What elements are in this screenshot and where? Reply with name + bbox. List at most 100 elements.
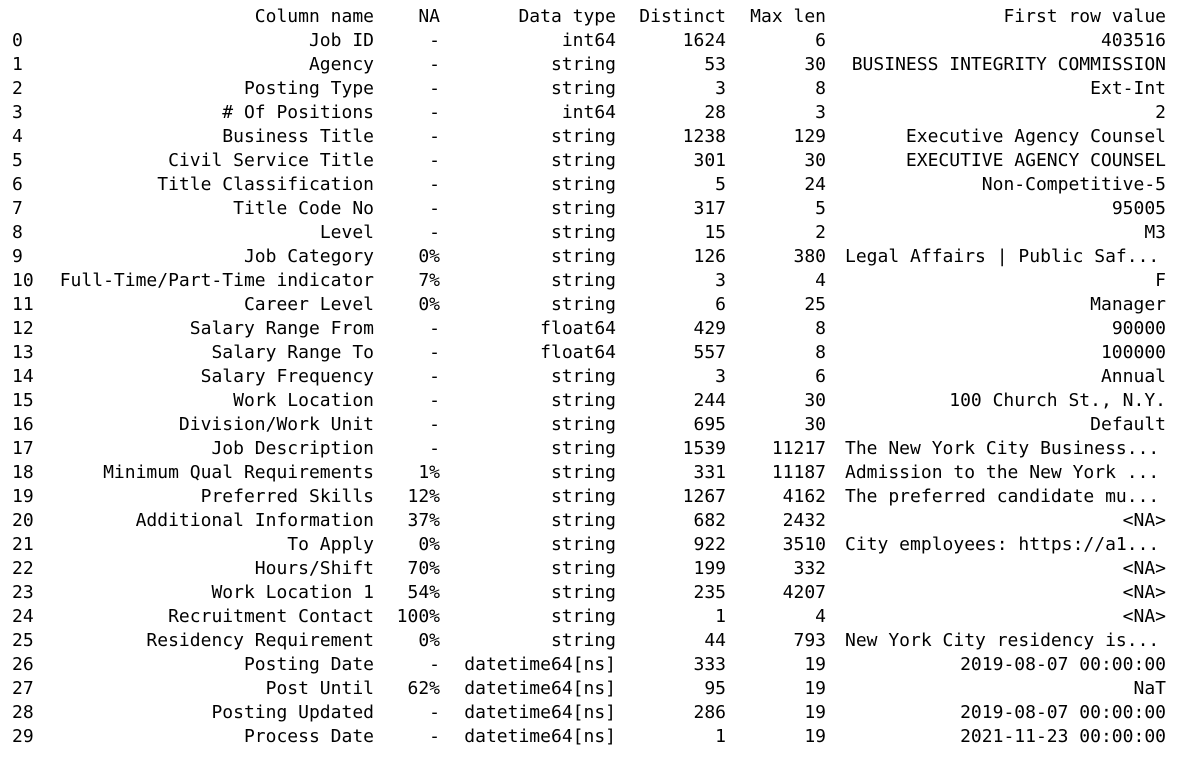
data-type-cell: string <box>550 150 616 171</box>
na-cell: 0% <box>418 246 440 267</box>
table-row: 17 Job Description - string 1539 11217 The New… <box>0 437 1183 461</box>
distinct-cell: 1 <box>715 726 726 747</box>
data-type-cell: datetime64[ns] <box>464 726 616 747</box>
column-name-cell: Level <box>319 222 374 243</box>
data-type-cell: string <box>550 582 616 603</box>
table-row: 29 Process Date - datetime64[ns] 1 19 2021-11-… <box>0 725 1183 749</box>
data-type-cell: string <box>550 486 616 507</box>
first-row-value-cell: Annual <box>1100 366 1166 387</box>
data-type-cell: string <box>550 222 616 243</box>
row-index: 14 <box>12 366 34 387</box>
data-type-cell: datetime64[ns] <box>464 654 616 675</box>
na-cell: - <box>429 654 440 675</box>
distinct-cell: 1238 <box>682 126 726 147</box>
na-cell: - <box>429 30 440 51</box>
first-row-value-cell: New York City residency is... <box>845 630 1160 651</box>
distinct-cell: 429 <box>693 318 726 339</box>
table-row: 5 Civil Service Title - string 301 30 EXECUTIV… <box>0 149 1183 173</box>
row-index: 13 <box>12 342 34 363</box>
max-len-cell: 380 <box>793 246 826 267</box>
distinct-cell: 15 <box>704 222 726 243</box>
dataframe-summary-table: Column name NA Data type Distinct Max le… <box>0 5 1183 749</box>
distinct-cell: 333 <box>693 654 726 675</box>
row-index: 22 <box>12 558 34 579</box>
na-cell: 0% <box>418 294 440 315</box>
column-name-cell: Agency <box>308 54 374 75</box>
first-row-value-cell: 100000 <box>1100 342 1166 363</box>
data-type-cell: int64 <box>561 102 616 123</box>
table-row: 14 Salary Frequency - string 3 6 Annual <box>0 365 1183 389</box>
max-len-cell: 4207 <box>782 582 826 603</box>
data-type-cell: string <box>550 78 616 99</box>
distinct-cell: 331 <box>693 462 726 483</box>
column-name-cell: To Apply <box>287 534 374 555</box>
data-type-cell: float64 <box>540 318 616 339</box>
first-row-value-cell: Ext-Int <box>1090 78 1166 99</box>
max-len-cell: 19 <box>804 678 826 699</box>
row-index: 0 <box>12 30 23 51</box>
na-cell: - <box>429 366 440 387</box>
max-len-cell: 4162 <box>782 486 826 507</box>
column-name-cell: Job Description <box>211 438 374 459</box>
max-len-cell: 4 <box>815 606 826 627</box>
max-len-cell: 4 <box>815 270 826 291</box>
first-row-value-cell: 2019-08-07 00:00:00 <box>960 702 1166 723</box>
column-name-cell: Title Code No <box>233 198 374 219</box>
table-row: 7 Title Code No - string 317 5 95005 <box>0 197 1183 221</box>
max-len-cell: 8 <box>815 78 826 99</box>
distinct-cell: 95 <box>704 678 726 699</box>
row-index: 25 <box>12 630 34 651</box>
data-type-cell: string <box>550 606 616 627</box>
distinct-cell: 3 <box>715 366 726 387</box>
column-name-cell: Residency Requirement <box>146 630 374 651</box>
na-cell: 70% <box>407 558 440 579</box>
table-row: 20 Additional Information 37% string 682 2432… <box>0 509 1183 533</box>
header-row: Column name NA Data type Distinct Max le… <box>0 5 1183 29</box>
table-row: 4 Business Title - string 1238 129 Executive A… <box>0 125 1183 149</box>
table-row: 21 To Apply 0% string 922 3510 City employees:… <box>0 533 1183 557</box>
data-type-cell: string <box>550 630 616 651</box>
first-row-value-cell: 2 <box>1155 102 1166 123</box>
distinct-cell: 44 <box>704 630 726 651</box>
row-index: 20 <box>12 510 34 531</box>
row-index: 19 <box>12 486 34 507</box>
row-index: 10 <box>12 270 34 291</box>
row-index: 5 <box>12 150 23 171</box>
max-len-cell: 24 <box>804 174 826 195</box>
na-cell: - <box>429 318 440 339</box>
na-cell: - <box>429 414 440 435</box>
row-index: 28 <box>12 702 34 723</box>
data-type-cell: string <box>550 294 616 315</box>
table-row: 19 Preferred Skills 12% string 1267 4162 The p… <box>0 485 1183 509</box>
na-cell: 100% <box>396 606 440 627</box>
table-row: 10 Full-Time/Part-Time indicator 7% string 3… <box>0 269 1183 293</box>
data-type-cell: string <box>550 270 616 291</box>
data-type-cell: string <box>550 174 616 195</box>
distinct-cell: 126 <box>693 246 726 267</box>
table-row: 25 Residency Requirement 0% string 44 793 New … <box>0 629 1183 653</box>
max-len-cell: 6 <box>815 366 826 387</box>
row-index: 15 <box>12 390 34 411</box>
distinct-cell: 1539 <box>682 438 726 459</box>
table-row: 0 Job ID - int64 1624 6 403516 <box>0 29 1183 53</box>
na-cell: 7% <box>418 270 440 291</box>
first-row-value-cell: Executive Agency Counsel <box>905 126 1166 147</box>
table-row: 27 Post Until 62% datetime64[ns] 95 19 NaT <box>0 677 1183 701</box>
max-len-cell: 30 <box>804 390 826 411</box>
first-row-value-cell: 2019-08-07 00:00:00 <box>960 654 1166 675</box>
row-index: 17 <box>12 438 34 459</box>
distinct-cell: 1 <box>715 606 726 627</box>
distinct-cell: 3 <box>715 78 726 99</box>
first-row-value-cell: Legal Affairs | Public Saf... <box>845 246 1160 267</box>
column-name-cell: Salary Range To <box>211 342 374 363</box>
max-len-cell: 30 <box>804 414 826 435</box>
max-len-cell: 793 <box>793 630 826 651</box>
first-row-value-cell: Non-Competitive-5 <box>981 174 1166 195</box>
header-first-row-value: First row value <box>1003 6 1166 27</box>
header-data-type: Data type <box>518 6 616 27</box>
first-row-value-cell: F <box>1155 270 1166 291</box>
table-row: 3 # Of Positions - int64 28 3 2 <box>0 101 1183 125</box>
table-row: 11 Career Level 0% string 6 25 Manager <box>0 293 1183 317</box>
row-index: 1 <box>12 54 23 75</box>
table-row: 15 Work Location - string 244 30 100 Church St… <box>0 389 1183 413</box>
